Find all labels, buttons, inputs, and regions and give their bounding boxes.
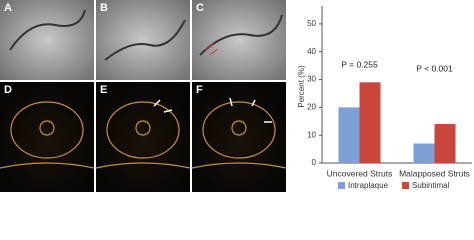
bar xyxy=(338,107,360,163)
chart: Percent (%) 0 10 20 30 40 50 Uncovered Struts P … xyxy=(297,6,472,190)
panel-label: D xyxy=(4,84,12,96)
page: {"panels": ["A", "B", "C", "D", "E", "F"… xyxy=(0,0,474,192)
legend-label: Subintimal xyxy=(412,181,450,190)
x-tick-label: Uncovered Struts xyxy=(327,168,393,178)
angiogram xyxy=(96,0,190,80)
oct-image xyxy=(0,82,94,192)
angiogram xyxy=(0,0,94,80)
figure: A B C D E F Percent (%) 0 10 20 30 40 50 Uncove… xyxy=(0,0,472,192)
image-panels: A B C D E F xyxy=(0,0,287,192)
panel-label: B xyxy=(100,2,108,14)
y-axis-label: Percent (%) xyxy=(297,65,306,108)
annotation: P = 0.255 xyxy=(341,59,378,69)
oct-image xyxy=(192,82,286,192)
legend-swatch xyxy=(338,182,345,189)
panel-label: E xyxy=(100,84,107,96)
x-tick-label: Malapposed Struts xyxy=(399,168,470,178)
y-tick-label: 20 xyxy=(307,102,316,111)
panel-label: F xyxy=(196,84,203,96)
y-tick-label: 40 xyxy=(307,47,316,56)
angiogram xyxy=(192,0,286,80)
bar xyxy=(359,82,381,163)
panel-label: C xyxy=(196,2,204,14)
annotation: P < 0.001 xyxy=(416,63,453,73)
legend-label: Intraplaque xyxy=(348,181,389,190)
y-tick-label: 10 xyxy=(307,130,316,139)
y-tick-label: 30 xyxy=(307,75,316,84)
oct-image xyxy=(96,82,190,192)
y-tick-label: 50 xyxy=(307,19,316,28)
bar xyxy=(413,143,435,163)
legend-swatch xyxy=(402,182,410,189)
bar xyxy=(434,124,456,163)
panel-label: A xyxy=(4,2,12,14)
y-tick-label: 0 xyxy=(312,158,317,167)
